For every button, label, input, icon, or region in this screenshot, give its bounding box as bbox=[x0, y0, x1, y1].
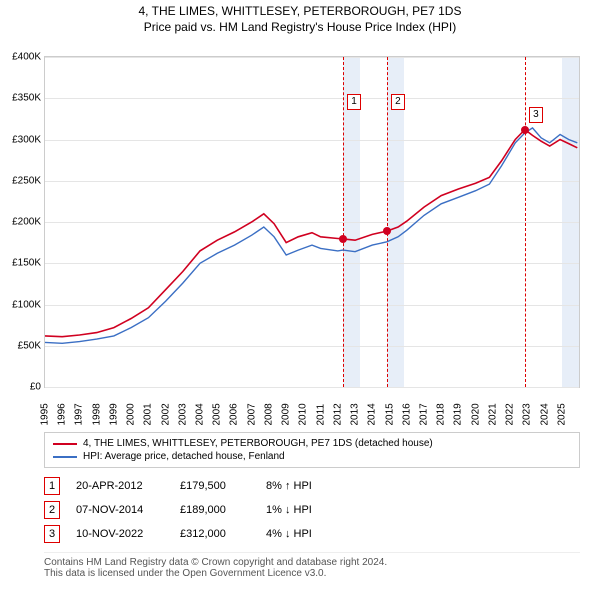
x-axis-label: 2000 bbox=[126, 410, 137, 426]
x-axis-label: 2009 bbox=[281, 410, 292, 426]
gridline-h bbox=[45, 387, 579, 388]
legend-label: 4, THE LIMES, WHITTLESEY, PETERBOROUGH, … bbox=[83, 438, 433, 449]
x-axis-label: 2019 bbox=[453, 410, 464, 426]
y-axis-label: £150K bbox=[1, 258, 41, 269]
transaction-marker-1: 1 bbox=[44, 477, 60, 495]
x-axis-label: 1999 bbox=[108, 410, 119, 426]
title-address: 4, THE LIMES, WHITTLESEY, PETERBOROUGH, … bbox=[0, 4, 600, 18]
x-axis-label: 2022 bbox=[505, 410, 516, 426]
transaction-marker-3: 3 bbox=[44, 525, 60, 543]
x-axis-label: 2007 bbox=[246, 410, 257, 426]
x-axis-label: 2015 bbox=[384, 410, 395, 426]
transaction-date: 10-NOV-2022 bbox=[76, 528, 164, 540]
x-axis-label: 2025 bbox=[556, 410, 567, 426]
y-axis-label: £400K bbox=[1, 52, 41, 63]
title-block: 4, THE LIMES, WHITTLESEY, PETERBOROUGH, … bbox=[0, 0, 600, 34]
legend-label: HPI: Average price, detached house, Fenl… bbox=[83, 451, 285, 462]
y-axis-label: £350K bbox=[1, 93, 41, 104]
x-axis-label: 1998 bbox=[91, 410, 102, 426]
legend-swatch bbox=[53, 443, 77, 445]
x-axis-label: 2010 bbox=[298, 410, 309, 426]
y-axis-label: £0 bbox=[1, 382, 41, 393]
transaction-row: 2 07-NOV-2014 £189,000 1% ↓ HPI bbox=[44, 498, 580, 522]
transaction-price: £312,000 bbox=[180, 528, 250, 540]
chart-plot-area: £0£50K£100K£150K£200K£250K£300K£350K£400… bbox=[44, 56, 580, 388]
transaction-date: 20-APR-2012 bbox=[76, 480, 164, 492]
transaction-marker-2: 2 bbox=[44, 501, 60, 519]
footer-line-1: Contains HM Land Registry data © Crown c… bbox=[44, 557, 580, 568]
x-axis-label: 2016 bbox=[401, 410, 412, 426]
x-axis-label: 2003 bbox=[177, 410, 188, 426]
x-axis-label: 1995 bbox=[40, 410, 51, 426]
transaction-price: £179,500 bbox=[180, 480, 250, 492]
transaction-row: 1 20-APR-2012 £179,500 8% ↑ HPI bbox=[44, 474, 580, 498]
footer-line-2: This data is licensed under the Open Gov… bbox=[44, 568, 580, 579]
x-axis-label: 2004 bbox=[195, 410, 206, 426]
x-axis-label: 2005 bbox=[212, 410, 223, 426]
transaction-date: 07-NOV-2014 bbox=[76, 504, 164, 516]
transaction-dot bbox=[339, 235, 347, 243]
x-axis-label: 2017 bbox=[418, 410, 429, 426]
x-axis-label: 2006 bbox=[229, 410, 240, 426]
transaction-delta: 1% ↓ HPI bbox=[266, 504, 346, 516]
x-axis-label: 2024 bbox=[539, 410, 550, 426]
x-axis-label: 2008 bbox=[263, 410, 274, 426]
page: 4, THE LIMES, WHITTLESEY, PETERBOROUGH, … bbox=[0, 0, 600, 590]
x-axis-label: 1996 bbox=[57, 410, 68, 426]
x-axis-label: 2011 bbox=[315, 410, 326, 426]
transaction-delta: 4% ↓ HPI bbox=[266, 528, 346, 540]
x-axis-label: 2013 bbox=[350, 410, 361, 426]
legend-row: 4, THE LIMES, WHITTLESEY, PETERBOROUGH, … bbox=[53, 437, 571, 450]
series-line-subject bbox=[45, 130, 577, 337]
x-axis-label: 2001 bbox=[143, 410, 154, 426]
transaction-dot bbox=[383, 227, 391, 235]
legend-swatch bbox=[53, 456, 77, 458]
x-axis-label: 2002 bbox=[160, 410, 171, 426]
transaction-row: 3 10-NOV-2022 £312,000 4% ↓ HPI bbox=[44, 522, 580, 546]
series-line-hpi bbox=[45, 128, 577, 343]
legend: 4, THE LIMES, WHITTLESEY, PETERBOROUGH, … bbox=[44, 432, 580, 468]
x-axis-label: 2020 bbox=[470, 410, 481, 426]
x-axis-label: 2021 bbox=[487, 410, 498, 426]
x-axis-label: 2018 bbox=[436, 410, 447, 426]
transaction-delta: 8% ↑ HPI bbox=[266, 480, 346, 492]
transactions-list: 1 20-APR-2012 £179,500 8% ↑ HPI 2 07-NOV-2014… bbox=[44, 474, 580, 546]
y-axis-label: £200K bbox=[1, 217, 41, 228]
y-axis-label: £50K bbox=[1, 340, 41, 351]
x-axis-label: 2023 bbox=[522, 410, 533, 426]
footer: Contains HM Land Registry data © Crown c… bbox=[44, 552, 580, 579]
y-axis-label: £100K bbox=[1, 299, 41, 310]
x-axis-label: 1997 bbox=[74, 410, 85, 426]
transaction-price: £189,000 bbox=[180, 504, 250, 516]
x-axis-label: 2014 bbox=[367, 410, 378, 426]
series-svg bbox=[45, 57, 579, 387]
y-axis-label: £250K bbox=[1, 175, 41, 186]
transaction-dot bbox=[521, 126, 529, 134]
title-subtitle: Price paid vs. HM Land Registry's House … bbox=[0, 20, 600, 34]
y-axis-label: £300K bbox=[1, 134, 41, 145]
legend-row: HPI: Average price, detached house, Fenl… bbox=[53, 450, 571, 463]
x-axis-label: 2012 bbox=[332, 410, 343, 426]
